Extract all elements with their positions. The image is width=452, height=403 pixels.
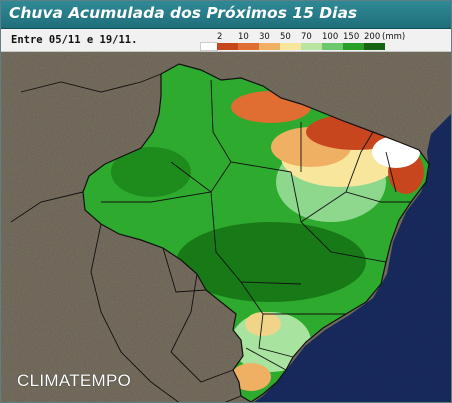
- state-border: [210, 79, 292, 173]
- rain-dark-green-west: [111, 147, 191, 197]
- legend-unit-label: (mm): [382, 32, 406, 42]
- country-border: [20, 73, 162, 93]
- legend-threshold-label: 10: [238, 32, 249, 42]
- legend-swatch: [200, 42, 218, 51]
- legend-threshold-label: 70: [301, 32, 312, 42]
- state-border: [385, 151, 397, 193]
- color-legend: 2 10 30 50 70 100 150 200 (mm): [200, 29, 451, 51]
- state-border: [300, 191, 411, 223]
- country-border: [162, 247, 207, 293]
- title-bar: Chuva Acumulada dos Próximos 15 Dias: [1, 1, 451, 29]
- rainfall-map: [1, 52, 451, 402]
- legend-threshold-label: 30: [259, 32, 270, 42]
- legend-threshold-label: 100: [322, 32, 339, 42]
- legend-swatch: [259, 43, 280, 50]
- state-border: [170, 161, 212, 193]
- legend-threshold-label: 50: [280, 32, 291, 42]
- country-border: [224, 395, 242, 402]
- country-borders: [10, 73, 242, 402]
- rain-yellow-far-south: [231, 363, 271, 391]
- period-text: Entre 05/11 e 19/11.: [11, 34, 138, 46]
- map-area: [1, 52, 451, 402]
- legend-swatch: [343, 43, 364, 50]
- rain-dark-green-central: [176, 222, 366, 302]
- legend-swatch: [322, 43, 343, 50]
- state-border: [258, 313, 294, 358]
- state-border: [290, 171, 387, 263]
- country-border: [90, 223, 180, 402]
- legend-swatch: [217, 43, 238, 50]
- state-border: [101, 161, 232, 203]
- legend-swatch: [280, 43, 301, 50]
- legend-swatch: [364, 43, 385, 50]
- legend-swatch: [301, 43, 322, 50]
- state-borders: [101, 79, 411, 371]
- legend-threshold-label: 200: [364, 32, 381, 42]
- state-border: [240, 281, 346, 315]
- country-border: [10, 191, 84, 223]
- legend-threshold-label: 2: [217, 32, 223, 42]
- brazil-outline: [82, 63, 430, 402]
- state-border: [345, 131, 374, 193]
- state-border: [210, 191, 302, 285]
- climatempo-logo: CLIMATEMPO: [17, 371, 132, 390]
- legend-swatch: [238, 43, 259, 50]
- rain-yellow-south: [245, 312, 281, 336]
- country-border: [170, 273, 234, 383]
- state-border: [245, 347, 287, 371]
- map-title: Chuva Acumulada dos Próximos 15 Dias: [9, 4, 358, 22]
- legend-threshold-label: 150: [343, 32, 360, 42]
